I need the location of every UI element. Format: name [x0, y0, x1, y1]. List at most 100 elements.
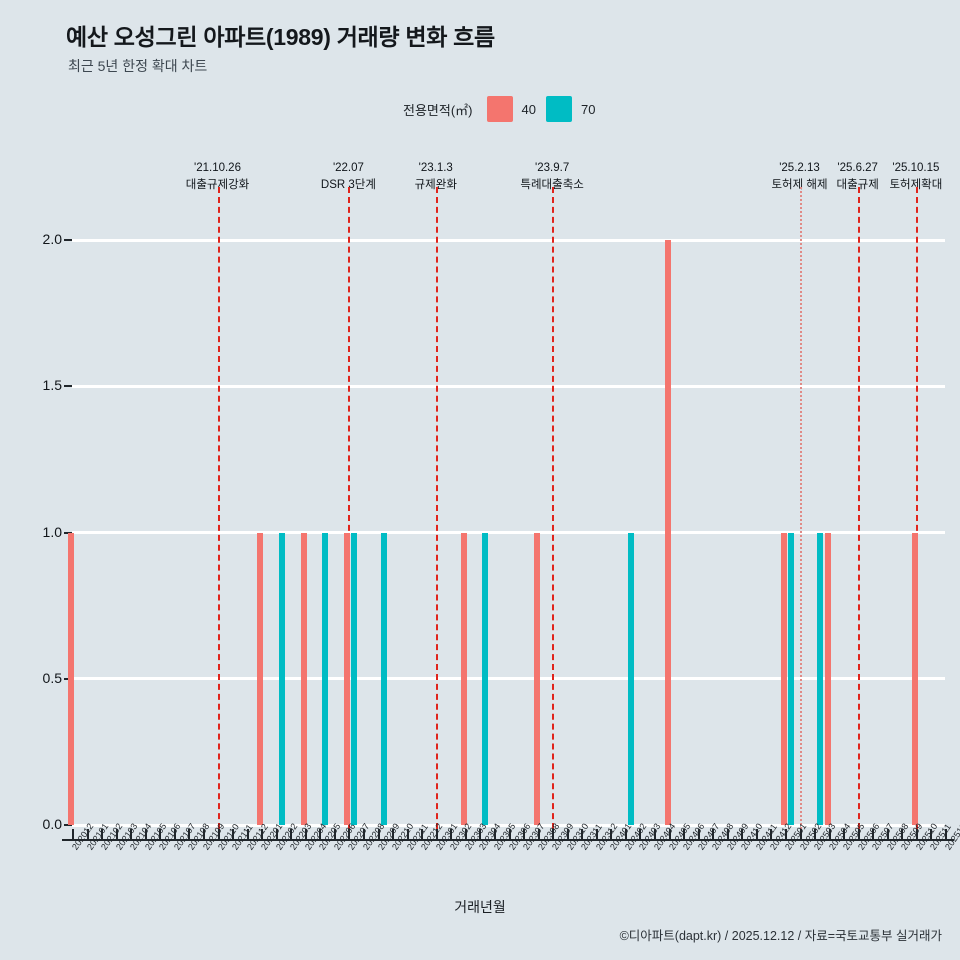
event-line [799, 187, 802, 829]
bar[interactable] [911, 532, 918, 825]
gridline [72, 531, 945, 535]
event-line [552, 187, 555, 829]
event-line [857, 187, 860, 829]
x-tick-mark [275, 829, 278, 839]
event-name: 대출규제강화 [185, 178, 250, 191]
page-title: 예산 오성그린 아파트(1989) 거래량 변화 흐름 [66, 24, 495, 50]
x-tick-mark [464, 829, 467, 839]
event-date: '23.9.7 [535, 162, 570, 174]
y-tick-mark [64, 239, 72, 242]
x-tick-mark [173, 829, 176, 839]
bar[interactable] [257, 532, 264, 825]
footer-credit: ©디아파트(dapt.kr) / 2025.12.12 / 자료=국토교통부 실… [619, 929, 942, 943]
bar[interactable] [817, 532, 824, 825]
x-tick-mark [595, 829, 598, 839]
event-name: 규제완화 [414, 178, 457, 191]
event-annotation: '22.07 DSR 3단계 [288, 160, 408, 193]
bar[interactable] [344, 532, 351, 825]
bar[interactable] [482, 532, 489, 825]
x-tick-mark [435, 829, 438, 839]
x-tick-mark [872, 829, 875, 839]
x-tick-mark [101, 829, 104, 839]
x-tick-mark [86, 829, 89, 839]
x-tick-mark [741, 829, 744, 839]
bar[interactable] [787, 532, 794, 825]
bar[interactable] [627, 532, 634, 825]
event-annotation: '25.2.13 토허제 해제 [740, 160, 860, 193]
x-tick-mark [901, 829, 904, 839]
x-tick-mark [712, 829, 715, 839]
legend-label-40: 40 [521, 101, 536, 117]
event-line [217, 187, 220, 829]
bar[interactable] [278, 532, 285, 825]
x-tick-mark [683, 829, 686, 839]
bar[interactable] [351, 532, 358, 825]
y-tick-label: 1.5 [42, 377, 62, 394]
legend: 전용면적(㎡) 40 70 [403, 96, 595, 122]
legend-swatch-70 [545, 96, 572, 122]
bar[interactable] [380, 532, 387, 825]
page-subtitle: 최근 5년 한정 확대 차트 [68, 58, 208, 74]
x-tick-mark [333, 829, 336, 839]
event-annotation: '23.9.7 특례대출축소 [492, 160, 612, 193]
bar[interactable] [824, 532, 831, 825]
bar[interactable] [664, 240, 671, 825]
x-tick-mark [799, 829, 802, 839]
x-tick-mark [217, 829, 220, 839]
event-name: 토허제 해제 [771, 178, 828, 191]
x-tick-mark [930, 829, 933, 839]
bar[interactable] [68, 532, 74, 825]
y-tick-label: 0.0 [42, 816, 62, 832]
x-tick-mark [654, 829, 656, 839]
bar[interactable] [460, 532, 467, 825]
x-tick-mark [668, 829, 671, 839]
x-axis-line [62, 839, 954, 841]
x-tick-mark [377, 829, 380, 839]
x-tick-mark [915, 829, 918, 839]
x-tick-mark [945, 829, 947, 839]
event-date: '23.1.3 [418, 162, 453, 174]
x-tick-mark [450, 829, 453, 839]
bar[interactable] [533, 532, 540, 825]
gridline [72, 384, 945, 388]
x-tick-mark [537, 829, 540, 839]
x-tick-mark [624, 829, 627, 839]
x-tick-mark [639, 829, 642, 839]
gridline [72, 677, 945, 681]
legend-item-40[interactable]: 40 [486, 96, 536, 122]
x-tick-mark [319, 829, 322, 839]
x-axis-title: 거래년월 [454, 899, 506, 915]
x-tick-mark [392, 829, 395, 839]
legend-label-70: 70 [580, 101, 596, 117]
event-annotation: '23.1.3 규제완화 [376, 160, 496, 193]
bar[interactable] [300, 532, 307, 825]
x-tick-mark [610, 829, 613, 839]
event-date: '25.2.13 [779, 162, 820, 174]
x-tick-mark [232, 829, 235, 839]
x-tick-mark [508, 829, 511, 839]
legend-item-70[interactable]: 70 [545, 96, 596, 122]
event-name: 대출규제 [836, 178, 879, 191]
x-tick-mark [202, 829, 205, 839]
event-annotation: '25.10.15 토허제확대 [856, 160, 960, 193]
y-tick-label: 0.5 [42, 669, 62, 686]
x-tick-mark [581, 829, 584, 839]
event-name: 특례대출축소 [520, 178, 584, 191]
x-tick-mark [755, 829, 758, 839]
bar[interactable] [780, 532, 787, 825]
event-date: '25.6.27 [837, 162, 878, 174]
x-tick-mark [304, 829, 307, 839]
x-tick-mark [406, 829, 409, 839]
x-tick-mark [726, 829, 729, 839]
x-tick-mark [115, 829, 118, 839]
y-tick-mark [64, 824, 72, 826]
y-tick-mark [64, 531, 72, 534]
event-date: '25.10.15 [892, 162, 940, 174]
legend-title: 전용면적(㎡) [403, 102, 473, 118]
event-annotation: '21.10.26 대출규제강화 [158, 160, 278, 193]
x-tick-mark [886, 829, 889, 839]
x-tick-mark [348, 829, 351, 839]
event-line [348, 187, 351, 829]
y-tick-label: 2.0 [42, 231, 62, 248]
bar[interactable] [322, 532, 329, 825]
